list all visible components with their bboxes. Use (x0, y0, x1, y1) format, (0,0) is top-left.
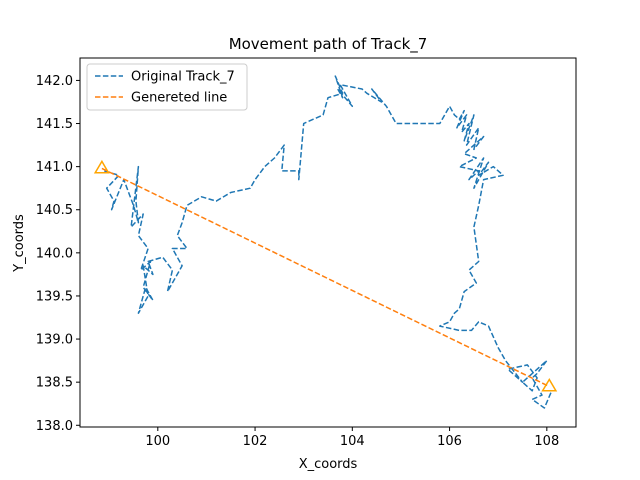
legend-entry-label: Genereted line (131, 91, 227, 106)
y-tick-label: 140.5 (36, 203, 73, 218)
original-track-line (104, 75, 553, 409)
x-tick-label: 106 (437, 434, 462, 449)
y-tick-label: 141.5 (36, 117, 73, 132)
y-tick-label: 140.0 (36, 246, 73, 261)
y-tick-label: 141.0 (36, 160, 73, 175)
legend-box (86, 63, 248, 111)
x-axis-label: X_coords (299, 457, 358, 472)
end-triangle-marker (541, 378, 558, 392)
series-group (93, 75, 558, 409)
y-tick-label: 142.0 (36, 74, 73, 89)
x-tick-label: 108 (534, 434, 559, 449)
axes: 100 102 104 106 108 138.0 138.5 139.0 139.5 140.0… (36, 57, 577, 449)
plot-area (93, 75, 558, 409)
chart-title: Movement path of Track_7 (229, 35, 428, 54)
legend: Original Track_7 Genereted line (86, 63, 248, 111)
x-tick-label: 104 (340, 434, 365, 449)
x-tick-label: 100 (145, 434, 170, 449)
y-tick-label: 139.5 (36, 289, 73, 304)
generated-line (101, 167, 550, 388)
y-tick-label: 138.0 (36, 419, 73, 434)
axes-frame (79, 57, 577, 428)
y-tick-label: 138.5 (36, 376, 73, 391)
x-tick-label: 102 (243, 434, 268, 449)
y-tick-label: 139.0 (36, 333, 73, 348)
legend-entry-label: Original Track_7 (131, 70, 235, 85)
start-triangle-marker (93, 159, 110, 174)
y-axis-label: Y_coords (12, 214, 27, 273)
